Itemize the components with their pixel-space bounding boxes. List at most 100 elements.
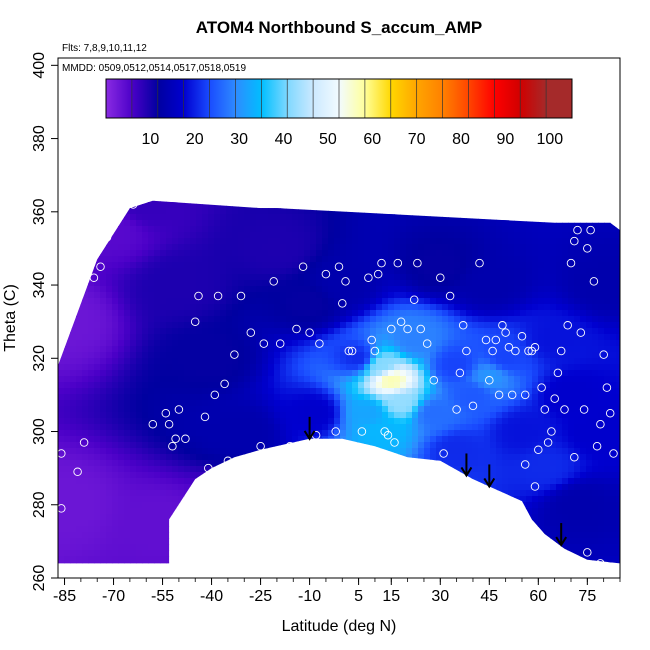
data-point (96, 262, 105, 271)
data-point (566, 258, 576, 268)
data-point (79, 438, 89, 447)
data-point (563, 321, 572, 330)
colorbar-segment (520, 79, 547, 118)
data-point (436, 273, 445, 282)
data-point (481, 335, 491, 345)
data-point (347, 346, 357, 356)
y-tick-label: 380 (31, 125, 48, 152)
data-point (534, 445, 543, 455)
data-point (462, 346, 471, 356)
data-point (373, 269, 383, 279)
data-point (589, 277, 599, 286)
data-point (357, 427, 367, 436)
data-point (115, 203, 125, 213)
data-point (488, 346, 497, 356)
data-point (181, 434, 190, 444)
data-point (246, 328, 256, 337)
data-points (58, 200, 618, 568)
data-point (455, 368, 465, 378)
data-point (511, 346, 520, 356)
data-point (285, 441, 295, 451)
data-point (315, 339, 324, 348)
colorbar-tick-label: 80 (452, 131, 470, 148)
x-axis-label: Latitude (deg N) (282, 618, 397, 635)
data-point (491, 335, 501, 345)
data-point (390, 438, 399, 447)
data-point (334, 262, 344, 271)
data-point (236, 291, 246, 301)
colorbar-segment (546, 79, 573, 118)
colorbar-tick-label: 70 (408, 131, 426, 148)
colorbar-segment (494, 79, 521, 118)
data-point (547, 427, 556, 436)
colorbar-segment (209, 79, 236, 118)
x-tick-label: -25 (249, 588, 272, 605)
data-point (60, 324, 69, 334)
data-point (89, 273, 99, 282)
data-point (230, 350, 239, 359)
data-point (168, 441, 177, 451)
data-point (596, 559, 605, 568)
data-point (393, 258, 403, 268)
data-point (602, 383, 612, 392)
arrow-marker (483, 464, 496, 489)
data-point (367, 335, 376, 345)
colorbar-segment (261, 79, 288, 118)
data-point (344, 346, 354, 356)
data-point (321, 269, 331, 279)
data-point (171, 434, 180, 444)
data-point (570, 452, 579, 462)
data-point (468, 401, 478, 411)
colorbar-tick-label: 10 (141, 131, 159, 148)
data-point (537, 383, 546, 392)
data-point (498, 321, 507, 330)
data-point (413, 258, 422, 268)
data-point (102, 233, 112, 242)
data-point (579, 405, 589, 414)
chart-title: ATOM4 Northbound S_accum_AMP (196, 18, 483, 37)
data-point (458, 321, 468, 330)
colorbar-segment (390, 79, 418, 118)
x-tick-label: 75 (578, 588, 596, 605)
x-tick-label: 60 (529, 588, 547, 605)
data-point (148, 419, 158, 429)
data-point (204, 463, 213, 473)
data-point (524, 346, 533, 356)
data-point (213, 291, 223, 301)
data-point (517, 332, 527, 341)
data-point (256, 441, 265, 451)
data-point (190, 317, 200, 326)
data-point (573, 225, 582, 235)
colorbar-segment (339, 79, 366, 118)
x-tick-label: -55 (151, 588, 174, 605)
colorbar-segment (106, 79, 133, 118)
data-point (73, 467, 82, 477)
data-point (298, 262, 308, 271)
data-point (520, 460, 530, 469)
colorbar-tick-label: 90 (497, 131, 515, 148)
data-point (305, 328, 314, 337)
data-point (269, 277, 278, 286)
data-point (556, 346, 566, 356)
x-tick-label: 45 (480, 588, 498, 605)
x-tick-label: -40 (200, 588, 223, 605)
data-point (485, 376, 494, 385)
data-point (364, 273, 373, 282)
y-tick-label: 320 (31, 345, 48, 372)
colorbar-segment (131, 79, 159, 118)
x-tick-label: -85 (53, 588, 76, 605)
colorbar-segment (416, 79, 444, 118)
arrow-marker (555, 523, 568, 547)
data-point (292, 324, 301, 334)
data-point (66, 306, 76, 315)
data-point (504, 343, 514, 352)
x-tick-label: 30 (431, 588, 449, 605)
colorbar-tick-label: 20 (186, 131, 204, 148)
colorbar-segment (235, 79, 262, 118)
data-point (605, 408, 615, 418)
x-tick-label: -10 (298, 588, 321, 605)
data-point (220, 379, 229, 389)
data-point (331, 427, 340, 436)
data-point (540, 405, 550, 414)
data-point (422, 339, 432, 348)
